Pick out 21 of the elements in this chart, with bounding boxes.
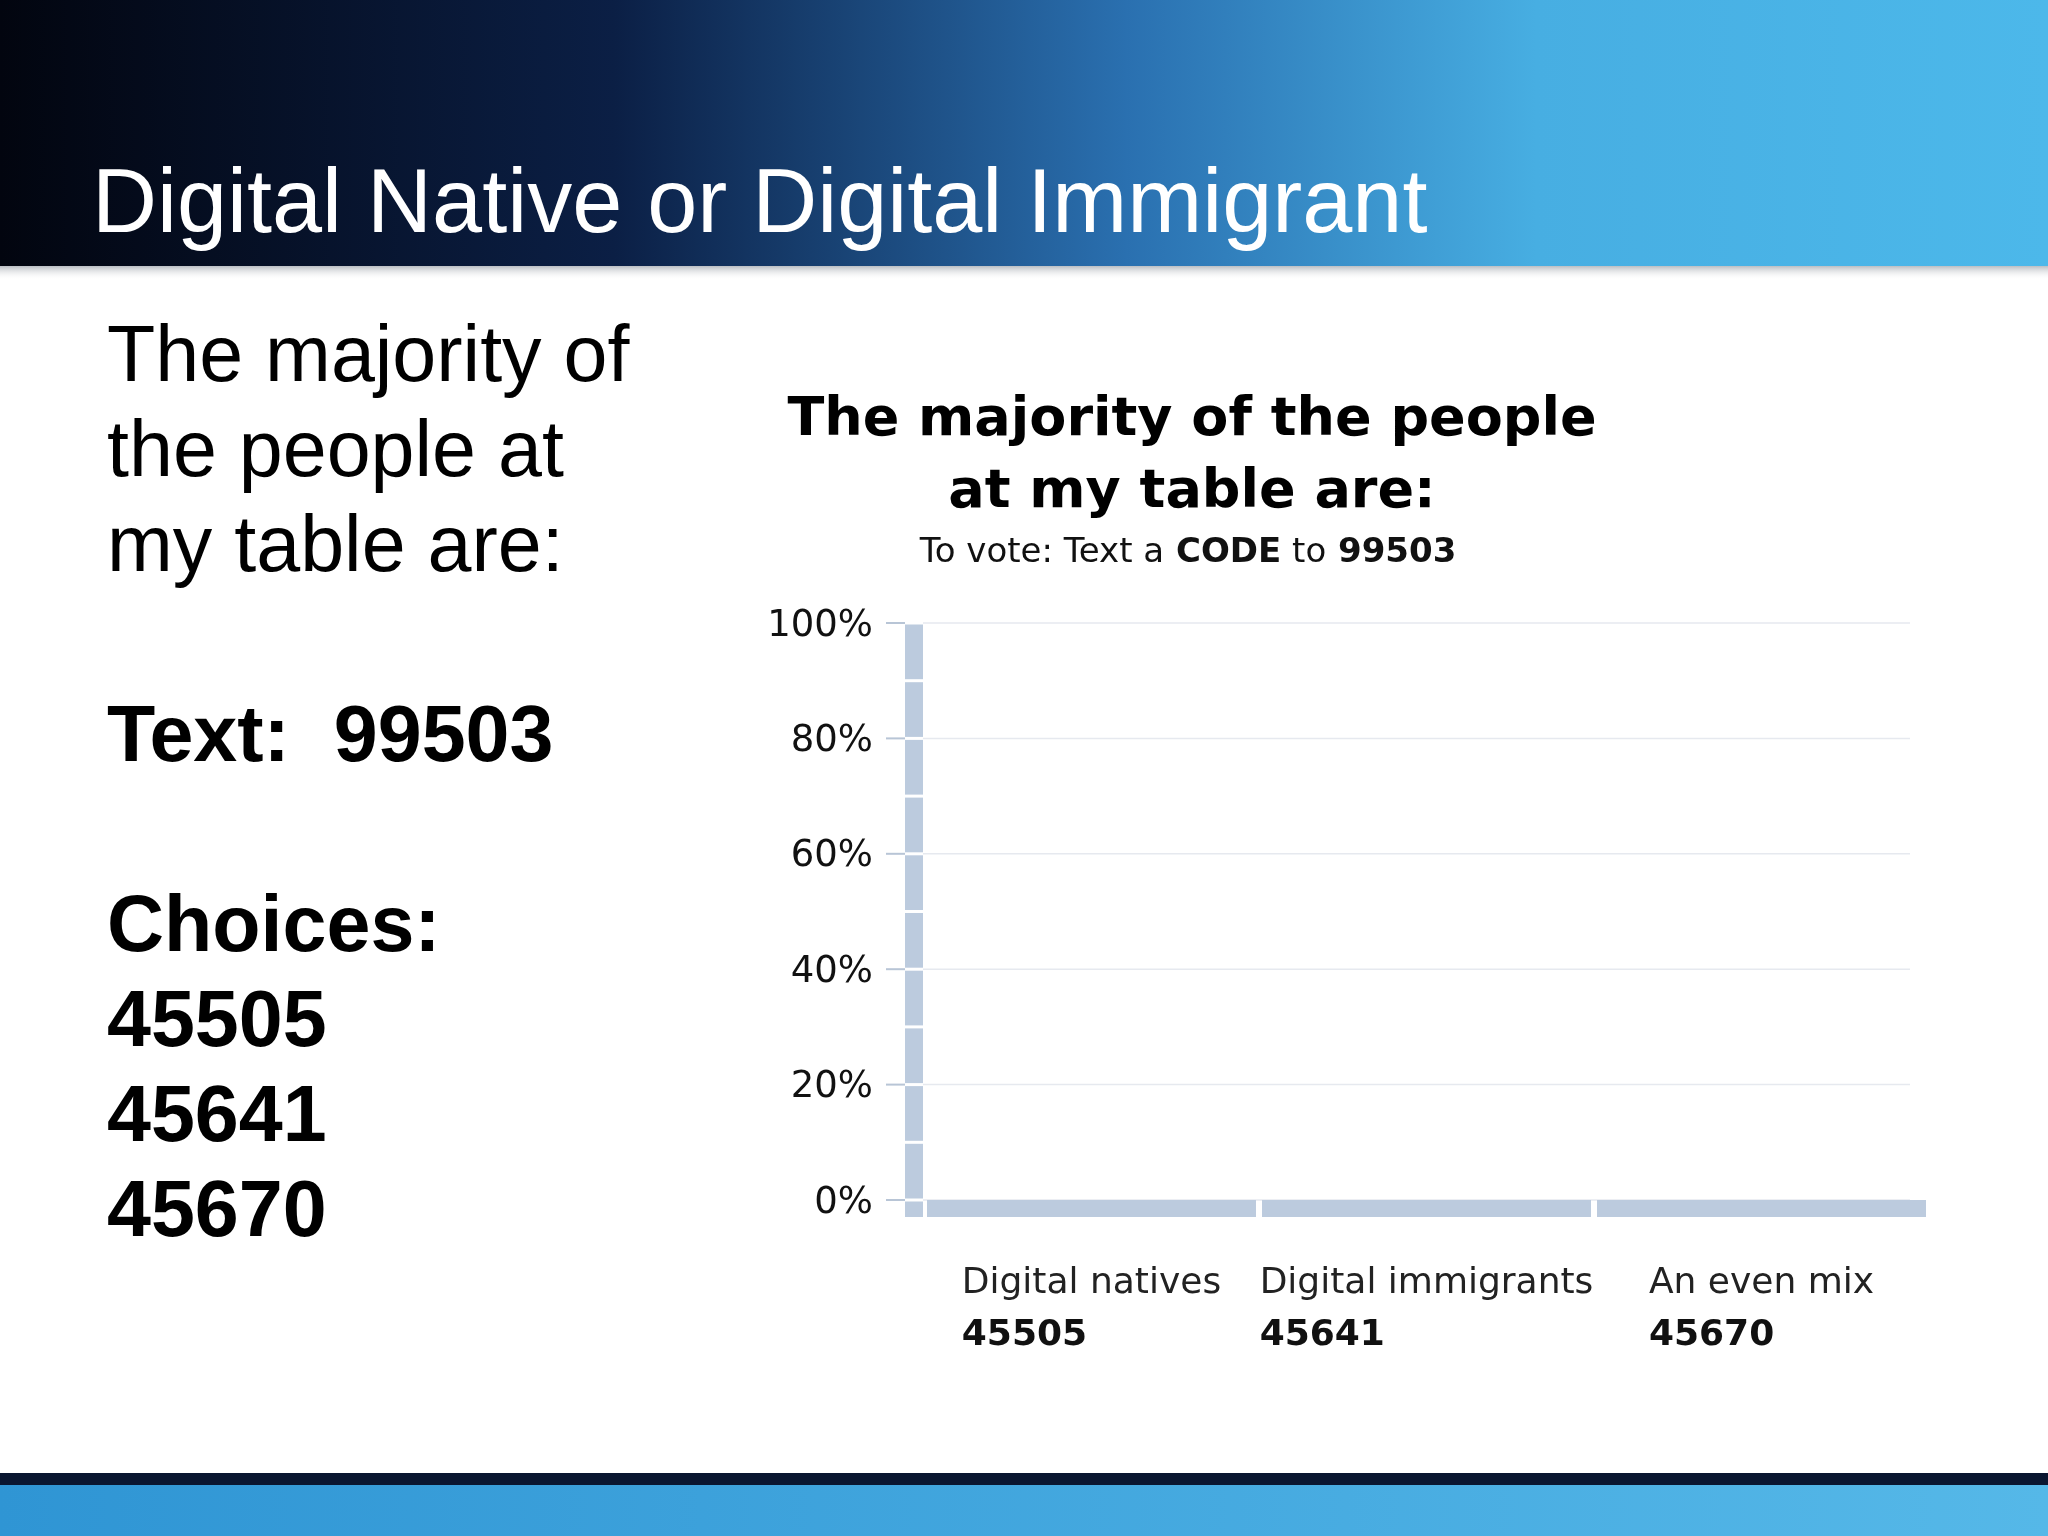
text: 45670 [1648, 1312, 1775, 1353]
y-tick-label: 80% [790, 716, 873, 760]
y-tick-label: 100% [767, 601, 873, 645]
text: 45641 [1259, 1312, 1385, 1353]
chart-title: The majority of the people at my table are: [787, 385, 1597, 520]
text: 45641 [107, 1069, 327, 1158]
text: Text: 99503 [107, 689, 554, 778]
text: Choices: [107, 879, 441, 968]
chart-subtitle: To vote: Text a CODE to 99503 [918, 530, 1457, 570]
text: 45505 [961, 1312, 1088, 1353]
x-tick-label: Digital natives [961, 1260, 1222, 1301]
text: 45505 [107, 974, 327, 1063]
y-tick-label: 60% [790, 832, 873, 876]
text: Digital Native or Digital Immigrant [92, 151, 1428, 251]
text: 45670 [107, 1164, 327, 1253]
y-tick-label: 0% [814, 1178, 873, 1222]
x-tick-label: Digital immigrants [1259, 1260, 1594, 1301]
y-tick-label: 40% [790, 947, 873, 991]
text: The majority of the people at my table are: [107, 309, 631, 588]
x-tick-label: An even mix [1648, 1260, 1875, 1301]
y-tick-label: 20% [790, 1063, 873, 1107]
